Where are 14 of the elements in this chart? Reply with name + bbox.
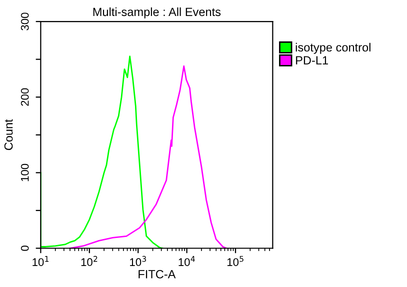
y-axis-title: Count: [4, 119, 13, 150]
legend-label: isotype control: [296, 42, 370, 54]
x-tick-label: 10$^{3}$: [130, 256, 146, 266]
x-tick-label: 10$^{1}$: [32, 256, 49, 266]
x-axis-title: FITC-A: [138, 270, 176, 278]
y-tick-label: 100: [20, 164, 29, 182]
y-tick-label: 200: [20, 88, 29, 106]
legend-label: PD-L1: [296, 56, 328, 64]
x-tick-label: 10$^{4}$: [178, 256, 195, 266]
chart-title: Multi-sample : All Events: [93, 7, 221, 18]
y-tick-label: 300: [20, 12, 29, 30]
x-tick-label: 10$^{5}$: [227, 256, 244, 266]
y-tick-label: 0: [20, 246, 29, 251]
x-tick-label: 10$^{2}$: [81, 256, 98, 266]
